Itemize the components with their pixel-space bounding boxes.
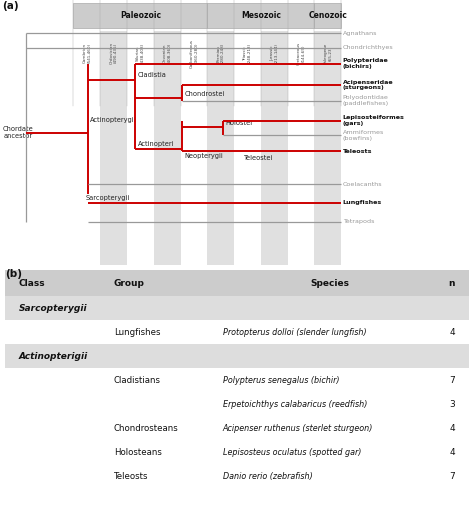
Text: Teleosts: Teleosts	[343, 149, 372, 154]
Text: Cenozoic: Cenozoic	[309, 11, 347, 20]
Text: Sarcopterygii: Sarcopterygii	[19, 304, 88, 313]
Bar	[314, 31, 341, 265]
Text: Neopterygii: Neopterygii	[185, 153, 224, 158]
Bar	[5, 320, 469, 344]
Text: n: n	[448, 278, 455, 288]
Text: Devonian
(408-360): Devonian (408-360)	[163, 43, 172, 63]
Bar	[261, 31, 288, 265]
Text: 3: 3	[449, 400, 455, 409]
Text: Mesozoic: Mesozoic	[241, 11, 281, 20]
Text: Cladistia: Cladistia	[137, 72, 166, 78]
Text: Paleozoic: Paleozoic	[120, 11, 161, 20]
Text: Tetrapods: Tetrapods	[343, 219, 374, 224]
Text: Danio rerio (zebrafish): Danio rerio (zebrafish)	[223, 472, 312, 481]
Text: Polypterus senegalus (bichir): Polypterus senegalus (bichir)	[223, 376, 339, 385]
Text: Teleosts: Teleosts	[114, 472, 148, 481]
Text: Ordovician
(490-435): Ordovician (490-435)	[109, 42, 118, 64]
Bar	[5, 416, 469, 440]
Text: 4: 4	[449, 328, 455, 337]
Text: Teleostei: Teleostei	[244, 155, 273, 161]
Bar	[73, 3, 207, 28]
Bar	[5, 344, 469, 368]
Text: Class: Class	[19, 278, 46, 288]
Text: Paleogene
(65-23): Paleogene (65-23)	[324, 42, 332, 64]
Bar	[207, 31, 234, 265]
Text: Chordate
ancestor: Chordate ancestor	[2, 126, 33, 139]
Text: 4: 4	[449, 448, 455, 457]
Bar	[314, 3, 341, 28]
Text: Acipenser ruthenus (sterlet sturgeon): Acipenser ruthenus (sterlet sturgeon)	[223, 424, 373, 433]
Text: Actinopterigii: Actinopterigii	[19, 352, 88, 361]
Text: Holostei: Holostei	[225, 120, 252, 126]
Text: Species: Species	[310, 278, 349, 288]
Text: Jurassic
(213-144): Jurassic (213-144)	[270, 43, 279, 63]
Text: 4: 4	[449, 424, 455, 433]
Text: Cambrian
(541-460): Cambrian (541-460)	[82, 43, 91, 63]
Text: Carboniferous
(360-280): Carboniferous (360-280)	[190, 39, 198, 67]
Text: Sarcopterygii: Sarcopterygii	[85, 195, 129, 201]
Bar	[5, 270, 469, 296]
Text: (a): (a)	[2, 2, 19, 11]
Text: Cladistians: Cladistians	[114, 376, 161, 385]
Text: Actinopteri: Actinopteri	[137, 141, 174, 147]
Text: Chondrichthyes: Chondrichthyes	[343, 45, 393, 50]
Text: Lepisosteus oculatus (spotted gar): Lepisosteus oculatus (spotted gar)	[223, 448, 361, 457]
Text: Group: Group	[114, 278, 145, 288]
Text: Holosteans: Holosteans	[114, 448, 162, 457]
Text: Coelacanths: Coelacanths	[343, 182, 383, 187]
Bar	[5, 464, 469, 489]
Text: Cretaceous
(144-65): Cretaceous (144-65)	[297, 41, 305, 64]
Bar	[5, 392, 469, 416]
Text: Acipenseridae
(sturgeons): Acipenseridae (sturgeons)	[343, 80, 393, 90]
Text: Lungfishes: Lungfishes	[343, 200, 382, 205]
Text: (b): (b)	[5, 269, 22, 279]
Text: Polypteridae
(bichirs): Polypteridae (bichirs)	[343, 58, 389, 69]
Text: Lungfishes: Lungfishes	[114, 328, 160, 337]
Text: Protopterus dolloi (slender lungfish): Protopterus dolloi (slender lungfish)	[223, 328, 366, 337]
Text: Silurian
(438-408): Silurian (438-408)	[136, 43, 145, 63]
Bar	[5, 440, 469, 464]
Bar	[5, 296, 469, 320]
Text: Chondrostei: Chondrostei	[185, 91, 225, 97]
Text: Erpetoichthys calabaricus (reedfish): Erpetoichthys calabaricus (reedfish)	[223, 400, 367, 409]
Text: Polyodontidae
(paddlefishes): Polyodontidae (paddlefishes)	[343, 96, 389, 106]
Bar	[5, 368, 469, 392]
Text: Triassic
(248-213): Triassic (248-213)	[243, 43, 252, 63]
Text: Lepisosteiformes
(gars): Lepisosteiformes (gars)	[343, 115, 405, 126]
Bar	[207, 3, 315, 28]
Text: Permian
(280-248): Permian (280-248)	[217, 43, 225, 63]
Text: Actinopterygii: Actinopterygii	[90, 118, 137, 123]
Text: 7: 7	[449, 472, 455, 481]
Text: 7: 7	[449, 376, 455, 385]
Text: Agnathans: Agnathans	[343, 31, 377, 36]
Text: Ammiformes
(bowfins): Ammiformes (bowfins)	[343, 130, 384, 141]
Bar	[154, 31, 181, 265]
Bar	[100, 31, 127, 265]
Text: Chondrosteans: Chondrosteans	[114, 424, 179, 433]
